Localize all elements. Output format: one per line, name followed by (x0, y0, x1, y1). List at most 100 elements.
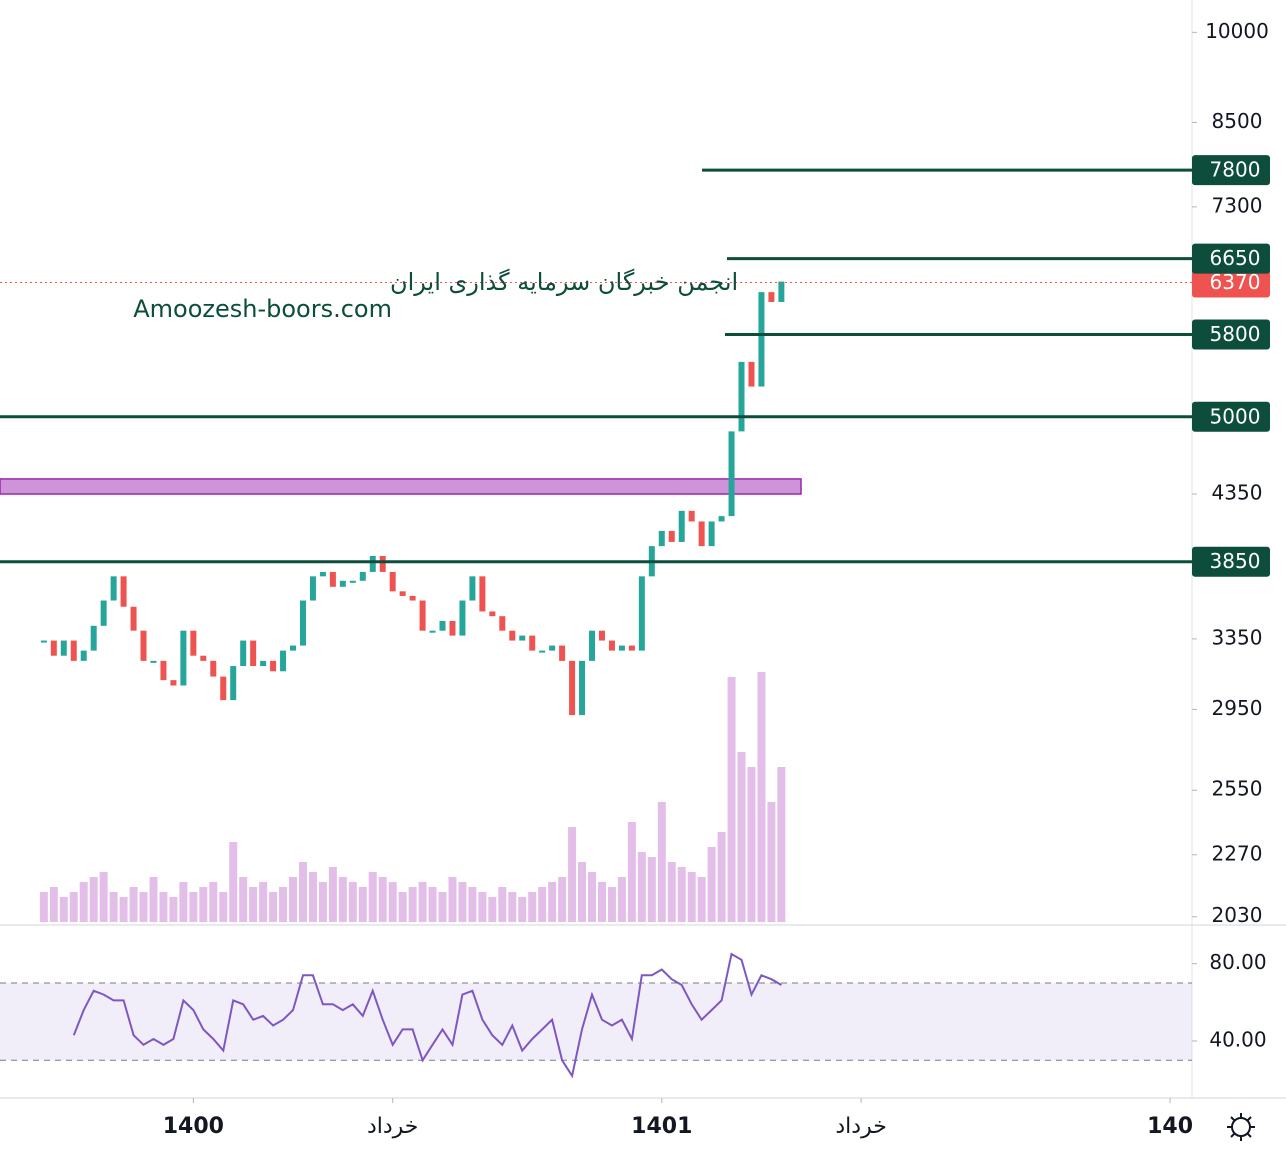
candle (569, 660, 576, 716)
candle (379, 556, 386, 572)
volume-bar (528, 892, 537, 922)
candle (339, 580, 346, 587)
candle (688, 510, 695, 522)
y-tick-label: 2550 (1212, 777, 1263, 801)
level-label: 5000 (1210, 404, 1261, 428)
candle (120, 576, 127, 607)
level-box (1192, 401, 1270, 432)
last-price-box (1192, 267, 1270, 298)
level-label: 5800 (1210, 322, 1261, 346)
candle (160, 660, 167, 681)
x-tick-label: خرداد (367, 1114, 418, 1139)
volume-bar (318, 882, 327, 922)
volume-bar (657, 802, 666, 922)
volume-bar (707, 847, 716, 922)
volume-bar (538, 887, 547, 922)
candle (439, 620, 446, 631)
candle (110, 576, 117, 601)
level-label: 7800 (1210, 158, 1261, 182)
volume-bar (647, 857, 656, 922)
volume-bar (737, 752, 746, 922)
candle (509, 630, 516, 641)
candle (399, 591, 406, 596)
volume-bar (189, 892, 198, 922)
candle (369, 556, 376, 572)
volume-bar (438, 892, 447, 922)
candle (469, 576, 476, 601)
volume-bar (637, 852, 646, 922)
candle (549, 645, 556, 651)
candle (598, 630, 605, 641)
candle (728, 431, 735, 517)
y-tick-label: 10000 (1205, 19, 1269, 43)
x-tick-label: 140 (1147, 1114, 1193, 1139)
volume-bar (298, 862, 307, 922)
volume-bar (338, 877, 347, 922)
volume-bar (328, 867, 337, 922)
volume-bar (428, 887, 437, 922)
x-tick-label: 1401 (631, 1114, 692, 1139)
volume-bar (458, 882, 467, 922)
level-box (1192, 155, 1270, 186)
volume-bar (69, 892, 78, 922)
volume-bar (368, 872, 377, 922)
candle (319, 571, 326, 577)
volume-bar (508, 892, 517, 922)
volume-bar (269, 892, 278, 922)
y-tick-label: 7300 (1212, 193, 1263, 217)
level-box (1192, 546, 1270, 577)
candle (50, 640, 57, 656)
candle (608, 640, 615, 651)
candle (140, 630, 147, 661)
volume-bar (568, 827, 577, 922)
volume-bar (109, 892, 118, 922)
volume-bar (179, 882, 188, 922)
candle (280, 650, 287, 672)
candle (260, 660, 267, 667)
volume-bar (667, 862, 676, 922)
candle (778, 281, 785, 302)
level-label: 6650 (1210, 246, 1261, 270)
volume-bar (219, 892, 228, 922)
volume-bar (199, 887, 208, 922)
volume-bar (279, 887, 288, 922)
volume-bar (378, 877, 387, 922)
volume-bar (149, 877, 158, 922)
volume-bar (617, 877, 626, 922)
candle (210, 660, 217, 677)
volume-bar (558, 877, 567, 922)
candle (270, 660, 277, 672)
volume-bar (418, 882, 427, 922)
settings-icon[interactable] (1227, 1113, 1255, 1141)
candle (519, 635, 526, 641)
candle (429, 630, 436, 633)
candle (240, 640, 247, 667)
volume-bar (119, 897, 128, 922)
candle (60, 640, 67, 656)
volume-bar (358, 887, 367, 922)
level-box (1192, 319, 1270, 350)
volume-bar (89, 877, 98, 922)
candle (100, 600, 107, 626)
volume-bar (239, 877, 248, 922)
candle (449, 620, 456, 636)
y-tick-label: 2950 (1212, 696, 1263, 720)
candle (80, 650, 87, 661)
x-tick-label: خرداد (835, 1114, 886, 1139)
y-tick-label: 2270 (1212, 841, 1263, 865)
candle (40, 640, 47, 643)
volume-bar (59, 897, 68, 922)
volume-bar (747, 767, 756, 922)
y-tick-label: 3350 (1212, 625, 1263, 649)
volume-bar (757, 672, 766, 922)
watermark: Amoozesh-boors.com (133, 295, 392, 323)
volume-bar (259, 882, 268, 922)
candle (539, 650, 546, 653)
candle (90, 625, 97, 651)
volume-bar (627, 822, 636, 922)
candle (499, 616, 506, 631)
rsi-tick-label: 80.00 (1209, 950, 1266, 974)
volume-bar (249, 887, 258, 922)
candle (180, 630, 187, 686)
candle (130, 606, 137, 631)
